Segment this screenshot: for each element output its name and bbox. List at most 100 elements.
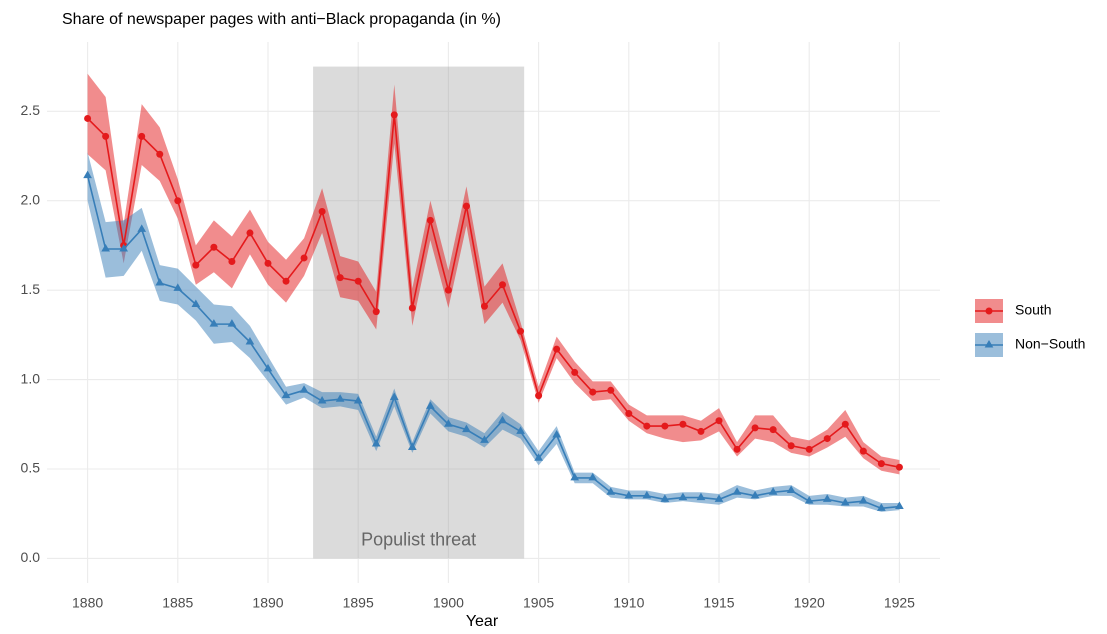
x-tick-label: 1905 xyxy=(523,595,554,611)
point xyxy=(119,244,129,252)
point xyxy=(191,299,201,307)
chart-title: Share of newspaper pages with anti−Black… xyxy=(62,11,501,28)
point xyxy=(282,277,290,285)
point xyxy=(210,243,218,251)
point xyxy=(336,274,344,282)
x-tick-label: 1895 xyxy=(343,595,374,611)
point xyxy=(426,216,434,224)
y-tick-label: 2.5 xyxy=(21,102,41,118)
point xyxy=(228,258,236,266)
point xyxy=(624,490,634,499)
point xyxy=(102,132,110,140)
point xyxy=(607,386,615,394)
point xyxy=(300,254,308,262)
point xyxy=(841,420,849,428)
y-tick-label: 0.5 xyxy=(21,460,41,476)
point xyxy=(570,472,580,481)
point xyxy=(407,442,417,451)
point xyxy=(426,401,435,409)
point xyxy=(138,132,146,140)
point xyxy=(571,368,579,376)
point xyxy=(137,224,147,232)
legend-label: South xyxy=(1015,302,1052,318)
point xyxy=(156,150,164,158)
x-tick-label: 1890 xyxy=(252,595,283,611)
point xyxy=(517,327,525,335)
point xyxy=(859,447,867,455)
x-tick-label: 1910 xyxy=(613,595,644,611)
point xyxy=(246,229,254,237)
y-tick-label: 0.0 xyxy=(21,549,41,565)
x-tick-label: 1920 xyxy=(794,595,825,611)
point xyxy=(751,424,759,432)
point xyxy=(84,114,92,122)
point xyxy=(606,487,616,495)
point xyxy=(174,197,182,205)
point xyxy=(895,463,903,471)
point xyxy=(245,337,255,345)
point xyxy=(804,496,814,504)
point xyxy=(444,286,452,294)
point xyxy=(840,497,850,506)
point xyxy=(299,385,309,393)
point xyxy=(696,492,706,501)
point xyxy=(317,396,327,404)
point xyxy=(408,304,416,312)
point xyxy=(877,503,886,511)
point xyxy=(625,410,633,418)
point xyxy=(335,394,345,402)
legend-key xyxy=(985,307,993,315)
point xyxy=(661,422,669,430)
point xyxy=(787,442,795,450)
point xyxy=(462,424,471,433)
point xyxy=(498,415,507,424)
point xyxy=(227,319,237,327)
point xyxy=(462,202,470,210)
point xyxy=(679,420,687,428)
point xyxy=(263,363,273,372)
point xyxy=(697,427,705,435)
point xyxy=(534,453,543,461)
point xyxy=(768,487,778,495)
y-tick-label: 2.0 xyxy=(21,191,41,207)
point xyxy=(173,283,183,291)
point xyxy=(769,426,777,434)
point xyxy=(823,435,831,443)
point xyxy=(588,472,598,481)
point xyxy=(281,390,291,399)
point xyxy=(371,438,381,447)
point xyxy=(83,170,92,179)
point xyxy=(444,419,453,427)
x-tick-label: 1900 xyxy=(433,595,464,611)
point xyxy=(877,460,885,468)
legend-label: Non−South xyxy=(1015,336,1085,352)
point xyxy=(642,490,652,499)
point xyxy=(678,492,688,501)
point xyxy=(750,490,760,499)
point xyxy=(535,392,543,400)
point xyxy=(480,435,489,443)
point xyxy=(733,445,741,453)
point xyxy=(354,277,362,285)
point xyxy=(822,494,832,502)
line xyxy=(86,175,900,510)
point xyxy=(101,244,110,252)
point xyxy=(318,207,326,215)
point xyxy=(858,496,868,504)
point xyxy=(516,426,525,434)
point xyxy=(192,261,200,269)
point xyxy=(155,277,165,286)
point xyxy=(715,417,723,425)
x-tick-label: 1880 xyxy=(72,595,103,611)
point xyxy=(480,302,488,310)
point xyxy=(390,111,398,119)
point xyxy=(264,259,272,267)
confidence-band xyxy=(87,152,900,512)
point xyxy=(895,501,904,510)
point xyxy=(786,485,796,493)
annotation: Populist threat xyxy=(361,529,476,549)
y-tick-label: 1.0 xyxy=(21,370,41,386)
x-tick-label: 1915 xyxy=(703,595,734,611)
point xyxy=(553,345,561,353)
